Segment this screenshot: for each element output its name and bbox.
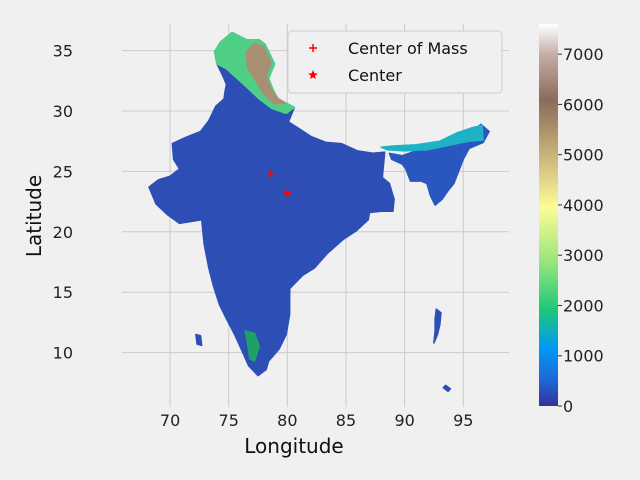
colorbar-tick-label: 6000 — [563, 95, 604, 114]
legend-label-center: Center — [348, 66, 402, 85]
legend-label-center-of-mass: Center of Mass — [348, 39, 468, 58]
lakshadweep-islands — [196, 335, 202, 346]
x-tick-label: 75 — [219, 411, 239, 430]
x-tick-label: 95 — [453, 411, 473, 430]
colorbar-tick-label: 0 — [563, 397, 573, 416]
colorbar-gradient — [539, 24, 558, 406]
andaman-islands — [434, 309, 441, 343]
y-tick-label: 20 — [53, 223, 73, 242]
x-tick-label: 90 — [394, 411, 414, 430]
colorbar-tick-label: 3000 — [563, 246, 604, 265]
x-tick-label: 70 — [160, 411, 180, 430]
y-tick-label: 15 — [53, 283, 73, 302]
y-tick-label: 30 — [53, 102, 73, 121]
legend: Center of Mass Center — [288, 31, 502, 93]
x-tick-labels: 70 75 80 85 90 95 — [160, 411, 474, 430]
y-axis-label: Latitude — [22, 175, 46, 257]
x-tick-label: 80 — [277, 411, 297, 430]
x-tick-label: 85 — [336, 411, 356, 430]
y-tick-label: 10 — [53, 344, 73, 363]
y-tick-label: 25 — [53, 162, 73, 181]
y-tick-label: 35 — [53, 42, 73, 61]
x-axis-label: Longitude — [244, 434, 343, 458]
colorbar-tick-label: 7000 — [563, 45, 604, 64]
colorbar-tick-label: 5000 — [563, 146, 604, 165]
colorbar-tick-label: 1000 — [563, 347, 604, 366]
nicobar-islands — [443, 385, 450, 391]
colorbar-tick-labels: 0 1000 2000 3000 4000 5000 6000 7000 — [558, 45, 604, 416]
colorbar: 0 1000 2000 3000 4000 5000 6000 7000 — [539, 24, 604, 416]
colorbar-tick-label: 2000 — [563, 296, 604, 315]
y-tick-labels: 10 15 20 25 30 35 — [53, 42, 73, 363]
colorbar-tick-label: 4000 — [563, 196, 604, 215]
